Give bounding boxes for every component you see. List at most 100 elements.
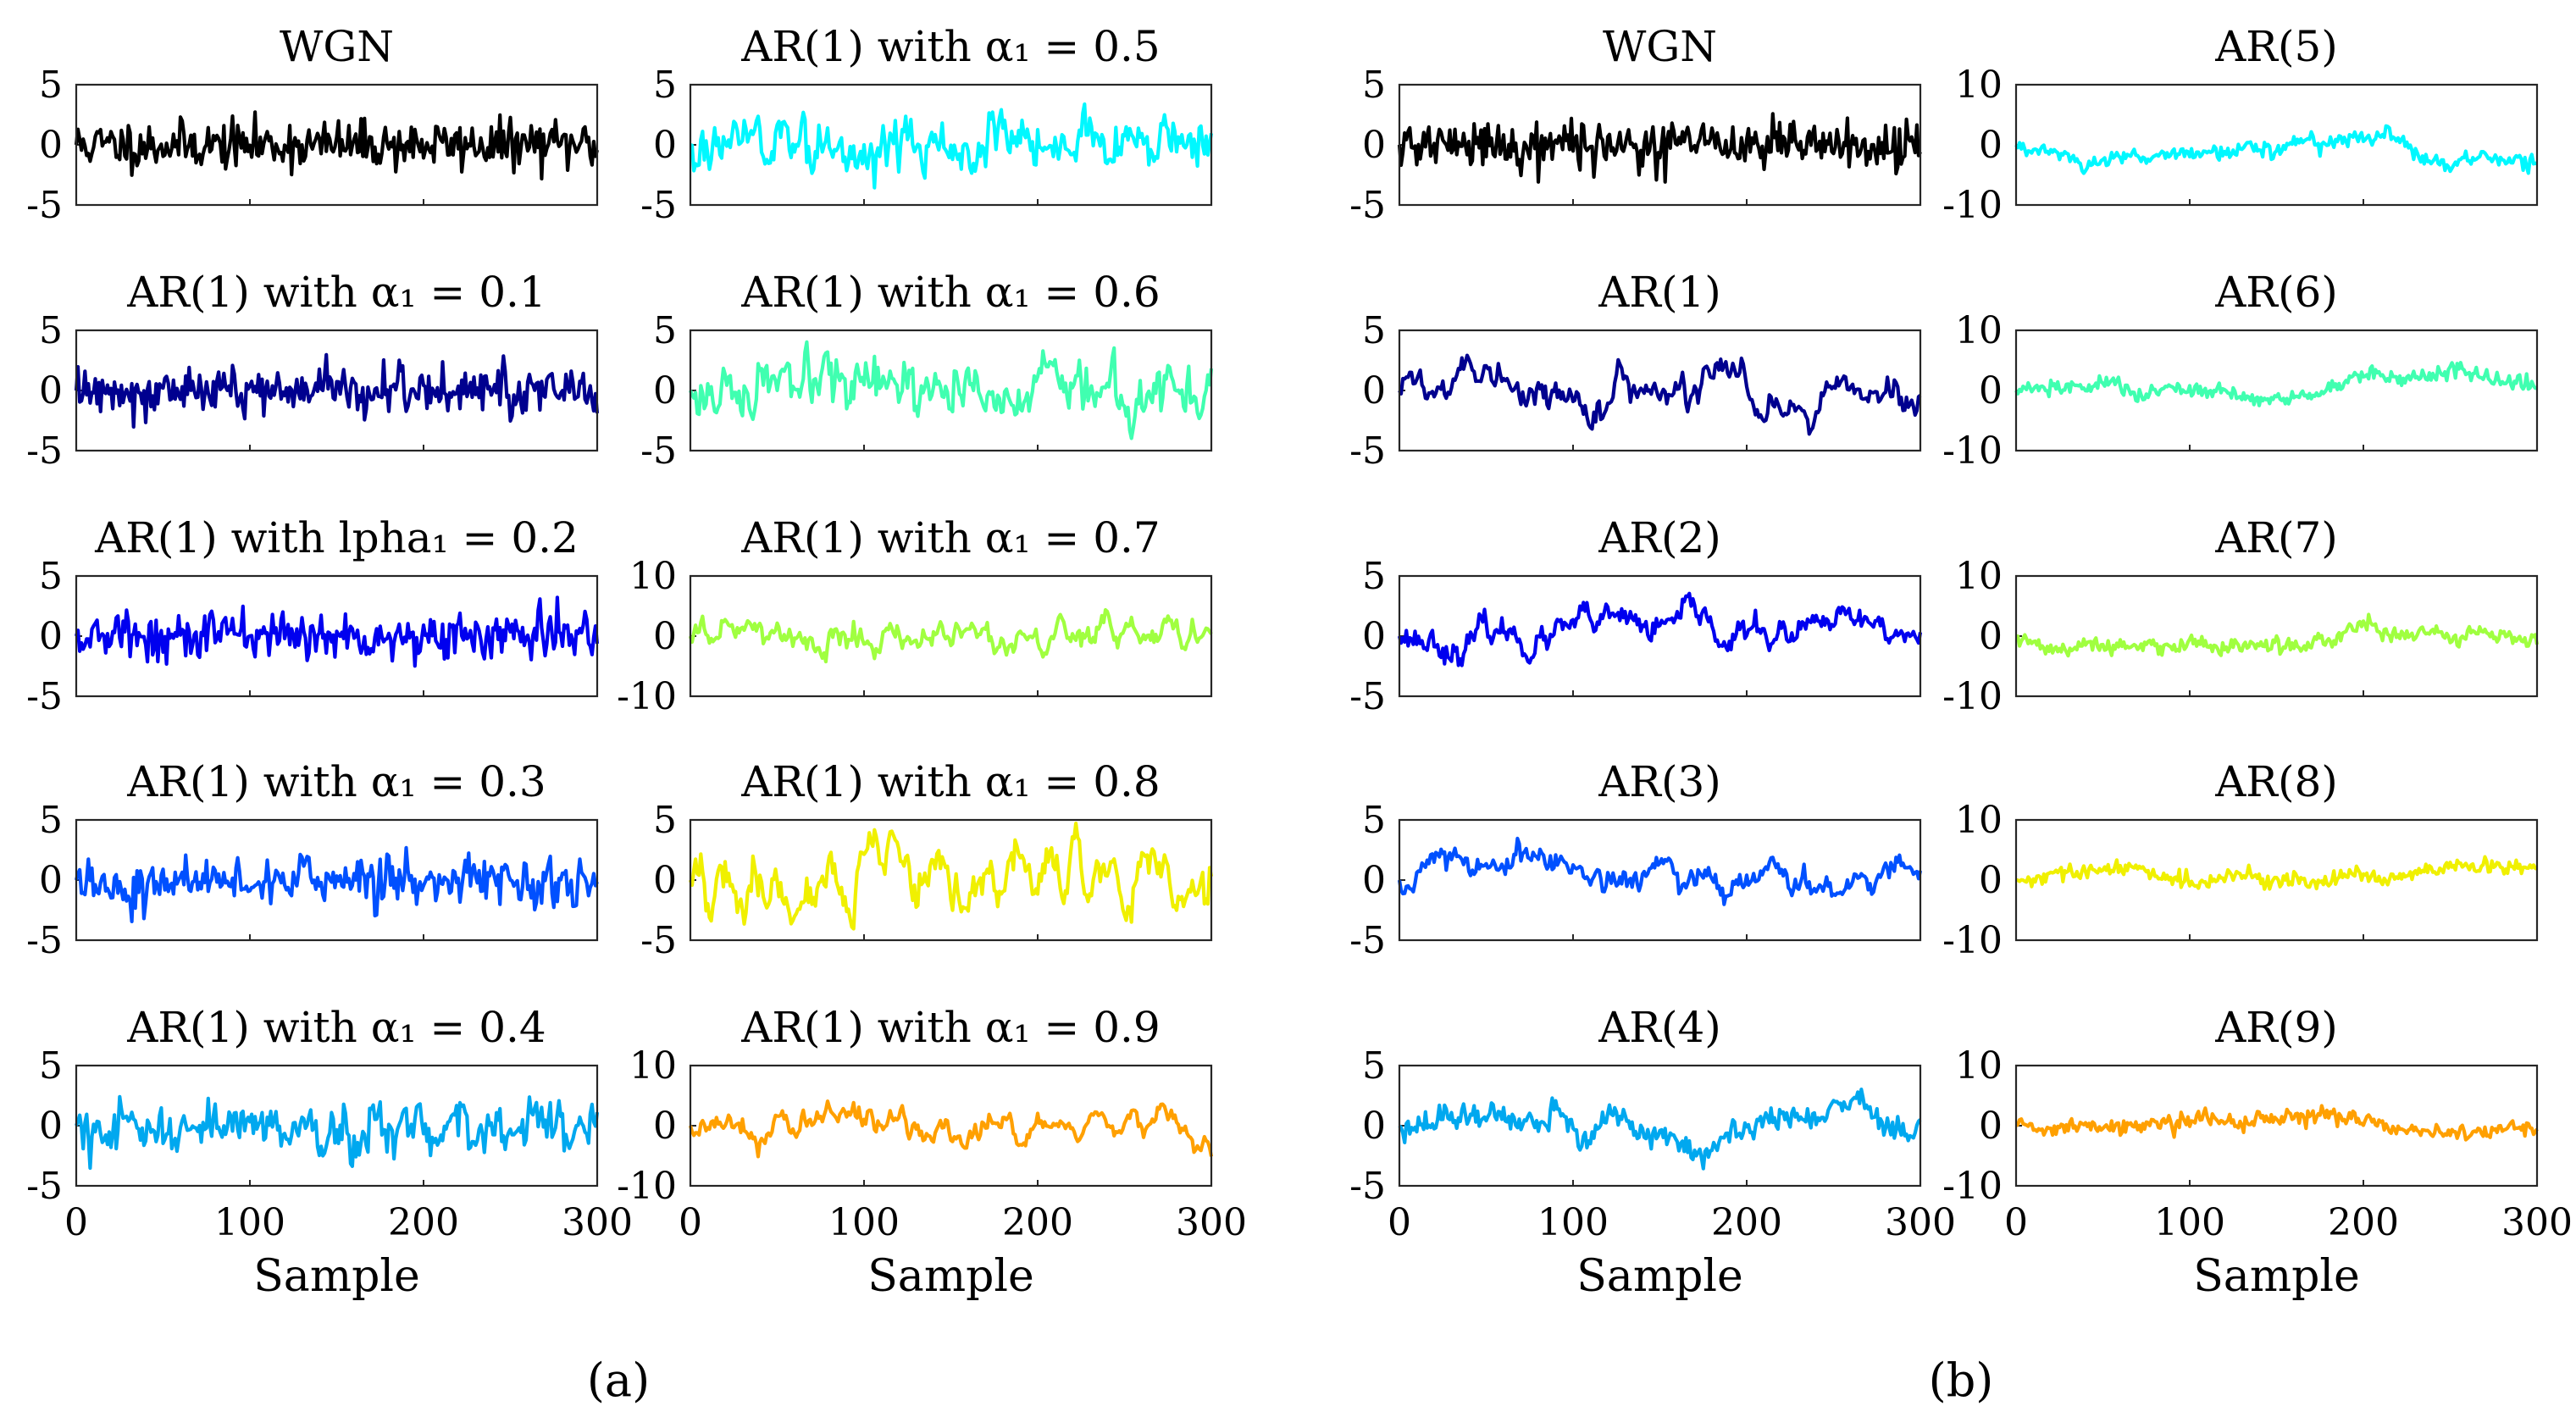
subplot-b-6: AR(5) 10 0 -10 bbox=[1942, 22, 2539, 227]
series-line bbox=[689, 340, 1214, 440]
y-tick-label: 5 bbox=[1362, 64, 1386, 107]
y-tick-label: 5 bbox=[1362, 555, 1386, 598]
subplot-a-6: AR(1) with α₁ = 0.5 5 0 -5 bbox=[640, 22, 1214, 227]
axes-box bbox=[1398, 574, 1922, 698]
panel-label-a: (a) bbox=[587, 1354, 650, 1407]
y-tick-label: 0 bbox=[39, 615, 63, 658]
series-line bbox=[1398, 1088, 1922, 1171]
x-tick-label: 0 bbox=[64, 1201, 88, 1244]
axes-box bbox=[75, 818, 599, 942]
subplot-a-8: AR(1) with α₁ = 0.7 10 0 -10 bbox=[617, 513, 1213, 718]
y-tick-label: 0 bbox=[653, 369, 677, 413]
y-tick-label: -5 bbox=[1349, 1165, 1386, 1208]
y-tick-label: 5 bbox=[39, 799, 63, 842]
subplot-a-4: AR(1) with α₁ = 0.3 5 0 -5 bbox=[26, 757, 599, 962]
x-tick-label: 300 bbox=[2501, 1201, 2573, 1244]
subplot-title: AR(1) with α₁ = 0.5 bbox=[740, 22, 1160, 71]
y-tick-label: 5 bbox=[1362, 799, 1386, 842]
subplot-title: AR(5) bbox=[2214, 22, 2338, 71]
y-tick-label: 0 bbox=[1979, 369, 2003, 413]
y-tick-label: -10 bbox=[617, 1165, 677, 1208]
x-tick-label: 200 bbox=[1002, 1201, 1073, 1244]
axes-box bbox=[2014, 83, 2539, 207]
y-tick-label: 0 bbox=[653, 124, 677, 167]
series-line bbox=[2014, 1104, 2539, 1142]
y-tick-label: 5 bbox=[39, 555, 63, 598]
x-tick-label: 0 bbox=[1388, 1201, 1411, 1244]
subplot-title: AR(1) bbox=[1598, 268, 1721, 317]
y-tick-label: 5 bbox=[653, 799, 677, 842]
y-tick-label: -5 bbox=[640, 919, 677, 962]
axes-box bbox=[2014, 329, 2539, 452]
x-tick-label: 200 bbox=[2328, 1201, 2399, 1244]
y-tick-label: -5 bbox=[26, 675, 63, 718]
axes-box bbox=[1398, 818, 1922, 942]
y-tick-label: 0 bbox=[653, 1105, 677, 1148]
subplot-title: AR(1) with α₁ = 0.4 bbox=[126, 1003, 546, 1052]
axes-box bbox=[75, 329, 599, 452]
subplot-title: AR(1) with lpha₁ = 0.2 bbox=[94, 513, 579, 562]
y-tick-label: -5 bbox=[1349, 675, 1386, 718]
y-tick-label: 0 bbox=[1979, 615, 2003, 658]
subplot-title: AR(7) bbox=[2214, 513, 2338, 562]
subplot-title: AR(4) bbox=[1598, 1003, 1721, 1052]
axes-box bbox=[2014, 1064, 2539, 1188]
y-tick-label: -5 bbox=[640, 184, 677, 227]
subplot-a-9: AR(1) with α₁ = 0.8 5 0 -5 bbox=[640, 757, 1214, 962]
x-tick-label: 100 bbox=[1537, 1201, 1609, 1244]
y-tick-label: 10 bbox=[629, 1044, 677, 1088]
series-line bbox=[688, 607, 1213, 664]
y-tick-label: -5 bbox=[1349, 919, 1386, 962]
y-tick-label: -5 bbox=[1349, 184, 1386, 227]
axes-box bbox=[689, 329, 1213, 452]
x-tick-label: 300 bbox=[1176, 1201, 1247, 1244]
y-tick-label: 10 bbox=[1955, 1044, 2003, 1088]
axes-box bbox=[1398, 329, 1922, 452]
y-tick-label: 10 bbox=[1955, 309, 2003, 352]
series-line bbox=[2014, 361, 2538, 407]
subplot-b-9: AR(8) 10 0 -10 bbox=[1942, 757, 2539, 962]
y-tick-label: 0 bbox=[1362, 859, 1386, 902]
panel-label-b: (b) bbox=[1929, 1354, 1994, 1407]
x-tick-label: 300 bbox=[562, 1201, 633, 1244]
x-tick-label: 100 bbox=[214, 1201, 285, 1244]
subplot-title: AR(1) with α₁ = 0.3 bbox=[126, 757, 546, 806]
subplot-b-4: AR(3) 5 0 -5 bbox=[1349, 757, 1923, 962]
series-line bbox=[1397, 591, 1923, 667]
series-line bbox=[1398, 353, 1922, 436]
y-tick-label: -10 bbox=[617, 675, 677, 718]
y-tick-label: 0 bbox=[1362, 369, 1386, 413]
subplot-title: AR(9) bbox=[2214, 1003, 2338, 1052]
series-line bbox=[1397, 836, 1923, 906]
y-tick-label: -5 bbox=[26, 429, 63, 473]
y-tick-label: 0 bbox=[39, 124, 63, 167]
series-line bbox=[689, 822, 1214, 931]
axes-box bbox=[689, 574, 1213, 698]
axes-box bbox=[2014, 818, 2539, 942]
subplot-b-7: AR(6) 10 0 -10 bbox=[1942, 268, 2539, 473]
axes-box bbox=[75, 574, 599, 698]
axes-box bbox=[75, 1064, 599, 1188]
subplot-title: AR(2) bbox=[1598, 513, 1721, 562]
x-tick-label: 200 bbox=[388, 1201, 459, 1244]
x-tick-label: 300 bbox=[1885, 1201, 1956, 1244]
subplot-b-8: AR(7) 10 0 -10 bbox=[1942, 513, 2540, 718]
series-line bbox=[2015, 855, 2538, 891]
subplot-a-7: AR(1) with α₁ = 0.6 5 0 -5 bbox=[640, 268, 1214, 473]
y-tick-label: 0 bbox=[39, 369, 63, 413]
series-line bbox=[75, 1094, 600, 1171]
x-tick-label: 0 bbox=[679, 1201, 702, 1244]
subplot-a-1: WGN 5 0 -5 bbox=[26, 22, 600, 227]
y-tick-label: 5 bbox=[1362, 1044, 1386, 1088]
y-tick-label: 0 bbox=[39, 859, 63, 902]
subplot-title: AR(3) bbox=[1598, 757, 1721, 806]
subplot-title: AR(1) with α₁ = 0.7 bbox=[740, 513, 1160, 562]
y-tick-label: -5 bbox=[26, 919, 63, 962]
y-tick-label: 0 bbox=[1362, 124, 1386, 167]
y-tick-label: -5 bbox=[26, 1165, 63, 1208]
y-tick-label: -10 bbox=[1942, 919, 2003, 962]
y-tick-label: -5 bbox=[640, 429, 677, 473]
axes-box bbox=[1398, 1064, 1922, 1188]
